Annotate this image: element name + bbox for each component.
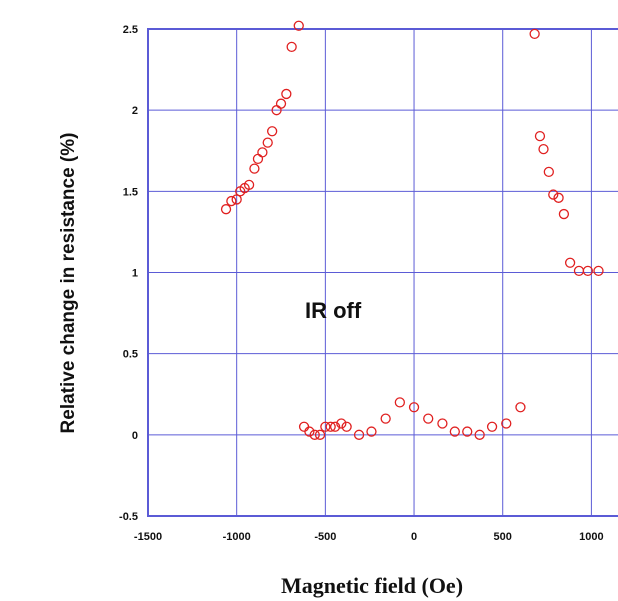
y-tick-label: 1 (132, 268, 138, 280)
x-axis-label: Magnetic field (Oe) (281, 573, 463, 598)
data-point (437, 418, 448, 429)
x-tick-label: 1000 (579, 531, 603, 543)
data-point (243, 179, 255, 190)
y-tick-labels: -0.5 0 0.5 1 1.5 2 2.5 (119, 24, 138, 523)
data-point (408, 402, 420, 413)
data-point (515, 402, 526, 413)
data-point (304, 426, 315, 437)
data-point (553, 192, 564, 203)
y-tick-label: 2.5 (123, 24, 138, 36)
data-points (220, 20, 604, 440)
data-point (249, 163, 260, 174)
y-tick-label: 0 (132, 430, 138, 442)
data-point (341, 421, 352, 432)
x-tick-label: -1500 (134, 531, 162, 543)
grid-lines (147, 28, 618, 517)
data-point (309, 429, 320, 440)
x-tick-labels: -1500 -1000 -500 0 500 1000 (134, 531, 604, 543)
data-point (543, 166, 554, 178)
data-point (582, 265, 593, 277)
data-point (394, 397, 405, 408)
x-tick-label: 500 (494, 531, 512, 543)
data-point (462, 426, 473, 437)
data-point (314, 429, 326, 440)
data-point (353, 429, 365, 440)
data-point (298, 421, 310, 432)
data-point (564, 257, 576, 268)
x-tick-label: -1000 (223, 531, 251, 543)
data-point (293, 20, 304, 31)
data-point (486, 421, 498, 432)
data-point (474, 429, 485, 440)
data-point (366, 426, 377, 437)
y-axis-label: Relative change in resistance (%) (58, 133, 79, 434)
data-point (257, 147, 268, 158)
data-point (329, 421, 341, 432)
y-tick-label: -0.5 (119, 511, 138, 523)
data-point (281, 88, 292, 100)
data-point (423, 413, 434, 424)
y-tick-label: 2 (132, 105, 138, 117)
y-tick-label: 0.5 (123, 349, 138, 361)
data-point (449, 426, 460, 437)
data-point (267, 126, 278, 137)
data-point (252, 153, 264, 165)
data-point (538, 143, 549, 155)
data-point (220, 204, 232, 215)
data-point (286, 41, 297, 53)
data-point (262, 137, 273, 148)
data-point (336, 418, 347, 429)
data-point (226, 195, 237, 207)
plot-frame (147, 28, 618, 517)
data-point (275, 98, 287, 109)
annotation-ir-off: IR off (305, 298, 362, 323)
data-point (548, 189, 559, 200)
data-point (501, 418, 512, 429)
data-point (529, 28, 540, 40)
data-point (325, 421, 336, 432)
x-tick-label: -500 (314, 531, 336, 543)
y-tick-label: 1.5 (123, 186, 138, 198)
data-point (320, 421, 331, 432)
data-point (558, 208, 570, 220)
data-point (380, 413, 391, 424)
data-point (534, 130, 546, 142)
x-tick-label: 0 (411, 531, 417, 543)
data-point (573, 265, 585, 277)
data-point (593, 265, 604, 277)
